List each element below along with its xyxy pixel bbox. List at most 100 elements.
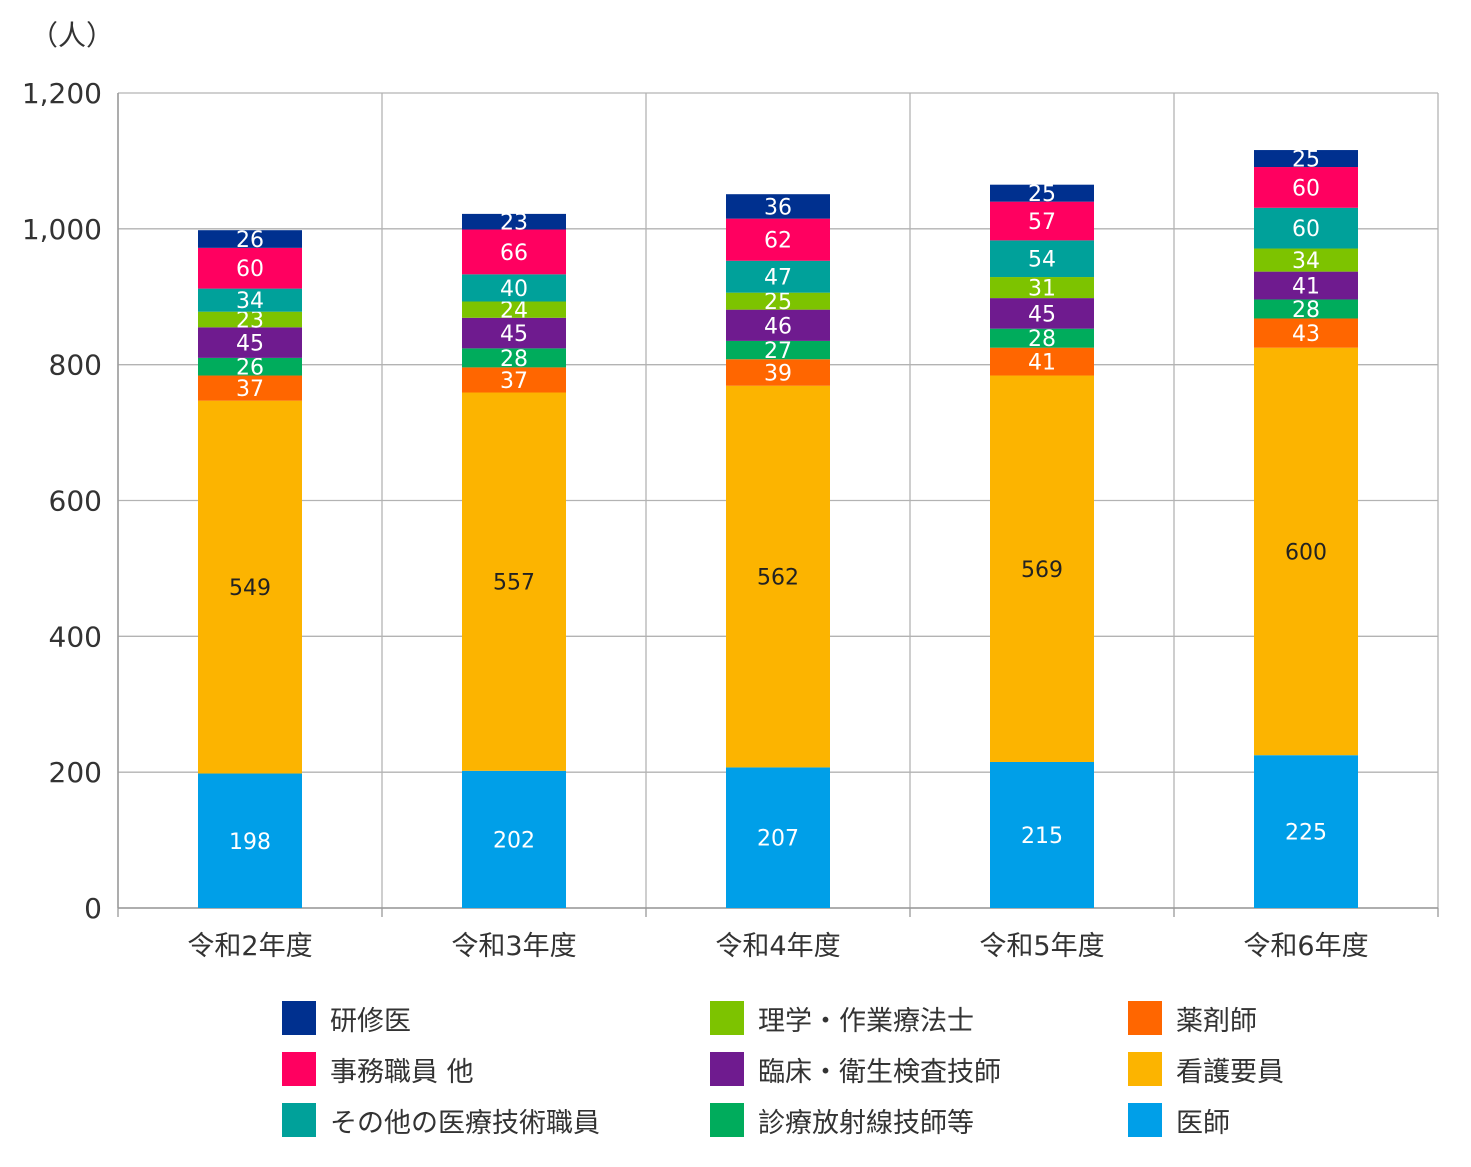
data-label: 60 bbox=[236, 257, 264, 282]
data-label: 28 bbox=[500, 347, 528, 372]
bar-segment bbox=[990, 277, 1094, 299]
bar-segment bbox=[990, 328, 1094, 348]
x-tick-label: 令和5年度 bbox=[979, 931, 1104, 962]
bar-segment bbox=[990, 375, 1094, 762]
data-label: 34 bbox=[1292, 249, 1320, 274]
legend-swatch bbox=[710, 1052, 744, 1086]
legend-label: その他の医療技術職員 bbox=[330, 1107, 600, 1139]
legend-item: 事務職員 他 bbox=[282, 1051, 474, 1088]
bar-segment bbox=[726, 194, 830, 219]
bar-segment bbox=[198, 400, 302, 774]
bar-segment bbox=[1254, 755, 1358, 908]
legend-swatch bbox=[1128, 1052, 1162, 1086]
data-label: 202 bbox=[493, 828, 535, 853]
bar-segment bbox=[198, 288, 302, 312]
legend-label: 診療放射線技師等 bbox=[758, 1107, 974, 1139]
bar-segment bbox=[1254, 150, 1358, 168]
bar-segment bbox=[726, 260, 830, 293]
data-label: 26 bbox=[236, 356, 264, 381]
data-label: 225 bbox=[1285, 821, 1327, 846]
data-label: 569 bbox=[1021, 558, 1063, 583]
bar-segment bbox=[726, 309, 830, 341]
bar-segment bbox=[726, 385, 830, 768]
bar-segment bbox=[726, 340, 830, 360]
bar-segment bbox=[462, 770, 566, 908]
data-label: 207 bbox=[757, 827, 799, 852]
data-label: 28 bbox=[1028, 327, 1056, 352]
data-label: 25 bbox=[764, 290, 792, 315]
legend-item: 理学・作業療法士 bbox=[710, 1000, 974, 1037]
legend-swatch bbox=[282, 1103, 316, 1137]
legend-label: 医師 bbox=[1176, 1107, 1230, 1139]
bar-segment bbox=[462, 348, 566, 368]
data-label: 60 bbox=[1292, 217, 1320, 242]
data-label: 562 bbox=[757, 566, 799, 591]
bar-segment bbox=[462, 367, 566, 393]
data-label: 66 bbox=[500, 241, 528, 266]
legend-item: 薬剤師 bbox=[1128, 1000, 1257, 1037]
legend-swatch bbox=[1128, 1001, 1162, 1035]
bar-segment bbox=[198, 357, 302, 376]
legend-item: 臨床・衛生検査技師 bbox=[710, 1051, 1001, 1088]
bar-segment bbox=[462, 317, 566, 349]
y-tick-label: 600 bbox=[49, 485, 102, 518]
data-label: 54 bbox=[1028, 248, 1056, 273]
data-label: 31 bbox=[1028, 277, 1056, 302]
legend-item: 研修医 bbox=[282, 1000, 411, 1037]
data-label: 43 bbox=[1292, 322, 1320, 347]
data-label: 39 bbox=[764, 361, 792, 386]
data-label: 557 bbox=[493, 571, 535, 596]
bar-segment bbox=[462, 229, 566, 275]
bar-segment bbox=[462, 213, 566, 230]
bar-segment bbox=[990, 761, 1094, 908]
data-label: 27 bbox=[764, 339, 792, 364]
data-label: 40 bbox=[500, 277, 528, 302]
data-label: 45 bbox=[500, 322, 528, 347]
legend-swatch bbox=[1128, 1103, 1162, 1137]
bar-segment bbox=[462, 392, 566, 771]
data-label: 23 bbox=[236, 309, 264, 334]
chart-legend: 研修医 理学・作業療法士 薬剤師事務職員 他 臨床・衛生検査技師 看護要員その他の医療技… bbox=[282, 1000, 1382, 1160]
data-label: 57 bbox=[1028, 210, 1056, 235]
bar-segment bbox=[1254, 318, 1358, 348]
legend-swatch bbox=[710, 1001, 744, 1035]
legend-swatch bbox=[710, 1103, 744, 1137]
data-label: 47 bbox=[764, 266, 792, 291]
bar-segment bbox=[1254, 248, 1358, 272]
data-label: 41 bbox=[1028, 351, 1056, 376]
data-label: 25 bbox=[1028, 182, 1056, 207]
data-label: 600 bbox=[1285, 540, 1327, 565]
legend-label: 研修医 bbox=[330, 1005, 411, 1037]
legend-item: 診療放射線技師等 bbox=[710, 1102, 974, 1139]
x-tick-label: 令和2年度 bbox=[187, 931, 312, 962]
bar-segment bbox=[990, 347, 1094, 376]
data-label: 45 bbox=[236, 332, 264, 357]
legend-label: 薬剤師 bbox=[1176, 1005, 1257, 1037]
data-label: 198 bbox=[229, 830, 271, 855]
data-label: 60 bbox=[1292, 176, 1320, 201]
legend-item: 看護要員 bbox=[1128, 1051, 1284, 1088]
data-label: 26 bbox=[236, 228, 264, 253]
legend-label: 看護要員 bbox=[1176, 1056, 1284, 1088]
data-label: 34 bbox=[236, 289, 264, 314]
bar-segment bbox=[198, 375, 302, 401]
bar-segment bbox=[1254, 167, 1358, 208]
bar-segment bbox=[990, 201, 1094, 241]
bar-segment bbox=[198, 773, 302, 908]
legend-label: 事務職員 他 bbox=[330, 1056, 474, 1088]
y-axis-unit-label: （人） bbox=[30, 19, 114, 52]
bar-segment bbox=[1254, 347, 1358, 756]
data-label: 215 bbox=[1021, 824, 1063, 849]
y-tick-label: 400 bbox=[49, 620, 102, 653]
y-tick-label: 800 bbox=[49, 349, 102, 382]
data-label: 36 bbox=[764, 195, 792, 220]
bar-segment bbox=[1254, 271, 1358, 300]
data-label: 41 bbox=[1292, 275, 1320, 300]
x-tick-label: 令和6年度 bbox=[1243, 931, 1368, 962]
y-tick-label: 1,000 bbox=[22, 213, 102, 246]
bar-segment bbox=[726, 767, 830, 908]
data-label: 37 bbox=[236, 377, 264, 402]
data-label: 28 bbox=[1292, 298, 1320, 323]
y-tick-label: 1,200 bbox=[22, 77, 102, 110]
y-tick-label: 0 bbox=[84, 892, 102, 925]
